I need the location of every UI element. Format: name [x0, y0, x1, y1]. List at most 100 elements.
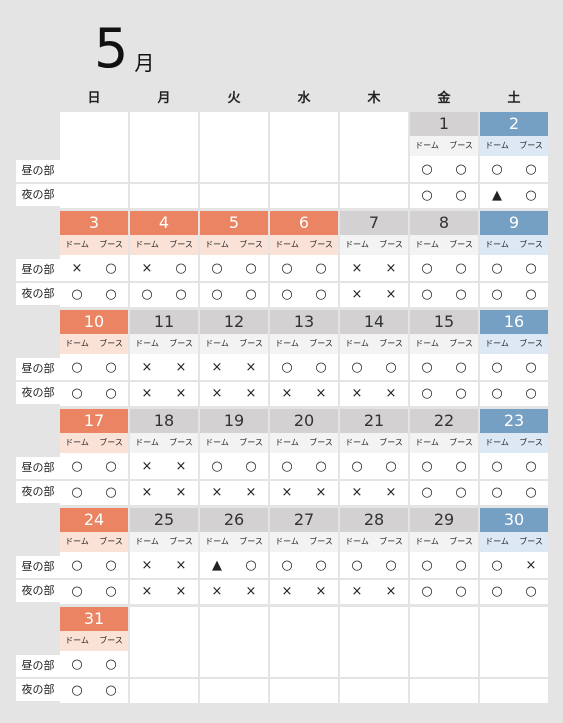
calendar-week: 昼の部 夜の部 10 ドーム ブース ○ ○ ○ ○ 11 ドーム ブース × × × × 12 ドーム ブース × ×… — [0, 310, 563, 406]
booth-night-status: ○ — [525, 188, 537, 203]
date-number: 13 — [270, 310, 338, 334]
calendar-day[interactable]: 30 ドーム ブース ○ × ○ ○ — [480, 508, 548, 604]
booth-label: ブース — [309, 537, 333, 546]
booth-night-status: ○ — [455, 188, 467, 203]
day-availability: ○ ○ — [480, 356, 548, 380]
booth-label: ブース — [309, 240, 333, 249]
night-availability: ○ ○ — [410, 382, 478, 406]
booth-label: ブース — [449, 240, 473, 249]
row-divider — [60, 578, 128, 580]
row-divider — [130, 677, 198, 679]
date-number: 5 — [200, 211, 268, 235]
dome-label: ドーム — [135, 438, 159, 447]
calendar-day[interactable]: 26 ドーム ブース ▲ ○ × × — [200, 508, 268, 604]
calendar-day[interactable]: 23 ドーム ブース ○ ○ ○ ○ — [480, 409, 548, 505]
row-divider — [60, 479, 128, 481]
venue-labels: ドーム ブース — [410, 532, 478, 552]
day-session-label: 昼の部 — [16, 259, 60, 281]
night-availability: × × — [200, 382, 268, 406]
calendar-day[interactable]: 31 ドーム ブース ○ ○ ○ ○ — [60, 607, 128, 703]
row-divider — [270, 281, 338, 283]
booth-label: ブース — [379, 240, 403, 249]
calendar-day[interactable]: 18 ドーム ブース × × × × — [130, 409, 198, 505]
month-title: 5 月 — [94, 22, 154, 76]
row-divider — [410, 479, 478, 481]
dome-day-status: ○ — [421, 360, 433, 375]
calendar-empty-cell — [200, 607, 268, 703]
row-divider — [340, 677, 408, 679]
night-availability: ○ ○ — [410, 481, 478, 505]
calendar-day[interactable]: 9 ドーム ブース ○ ○ ○ ○ — [480, 211, 548, 307]
calendar-day[interactable]: 19 ドーム ブース ○ ○ × × — [200, 409, 268, 505]
calendar-empty-cell — [340, 112, 408, 208]
calendar-day[interactable]: 5 ドーム ブース ○ ○ ○ ○ — [200, 211, 268, 307]
night-availability: × × — [270, 481, 338, 505]
calendar-day[interactable]: 2 ドーム ブース ○ ○ ▲ ○ — [480, 112, 548, 208]
calendar-day[interactable]: 1 ドーム ブース ○ ○ ○ ○ — [410, 112, 478, 208]
venue-labels: ドーム ブース — [340, 235, 408, 255]
weekday-tue: 火 — [227, 91, 241, 106]
date-number: 17 — [60, 409, 128, 433]
dome-night-status: ○ — [491, 584, 503, 599]
calendar-day[interactable]: 11 ドーム ブース × × × × — [130, 310, 198, 406]
calendar-day[interactable]: 16 ドーム ブース ○ ○ ○ ○ — [480, 310, 548, 406]
dome-label: ドーム — [135, 537, 159, 546]
calendar-day[interactable]: 27 ドーム ブース ○ ○ × × — [270, 508, 338, 604]
calendar-empty-cell — [60, 112, 128, 208]
venue-labels: ドーム ブース — [480, 334, 548, 354]
night-availability: ○ ○ — [480, 580, 548, 604]
calendar-day[interactable]: 14 ドーム ブース ○ ○ × × — [340, 310, 408, 406]
weekday-wed: 水 — [297, 91, 311, 106]
booth-day-status: ○ — [105, 558, 117, 573]
calendar-day[interactable]: 20 ドーム ブース ○ ○ × × — [270, 409, 338, 505]
date-number: 31 — [60, 607, 128, 631]
calendar-day[interactable]: 29 ドーム ブース ○ ○ ○ ○ — [410, 508, 478, 604]
calendar-day[interactable]: 15 ドーム ブース ○ ○ ○ ○ — [410, 310, 478, 406]
day-session-label: 昼の部 — [16, 556, 60, 578]
dome-label: ドーム — [415, 240, 439, 249]
day-availability: ○ ○ — [270, 554, 338, 578]
row-divider — [60, 677, 128, 679]
booth-day-status: ○ — [245, 459, 257, 474]
day-availability: × × — [130, 554, 198, 578]
booth-day-status: ○ — [315, 558, 327, 573]
calendar-day[interactable]: 24 ドーム ブース ○ ○ ○ ○ — [60, 508, 128, 604]
day-availability: ○ ○ — [410, 554, 478, 578]
night-availability: × × — [200, 580, 268, 604]
day-availability: ○ ○ — [270, 356, 338, 380]
dome-day-status: ○ — [491, 261, 503, 276]
calendar-day[interactable]: 7 ドーム ブース × × × × — [340, 211, 408, 307]
night-availability: × × — [340, 481, 408, 505]
calendar-day[interactable]: 3 ドーム ブース × ○ ○ ○ — [60, 211, 128, 307]
calendar-day[interactable]: 6 ドーム ブース ○ ○ ○ ○ — [270, 211, 338, 307]
booth-day-status: ○ — [385, 360, 397, 375]
booth-night-status: × — [245, 485, 257, 500]
booth-label: ブース — [449, 141, 473, 150]
row-divider — [130, 182, 198, 184]
calendar-day[interactable]: 13 ドーム ブース ○ ○ × × — [270, 310, 338, 406]
calendar-day[interactable]: 8 ドーム ブース ○ ○ ○ ○ — [410, 211, 478, 307]
venue-labels: ドーム ブース — [60, 433, 128, 453]
dome-day-status: ○ — [491, 459, 503, 474]
calendar-day[interactable]: 28 ドーム ブース ○ ○ × × — [340, 508, 408, 604]
booth-night-status: ○ — [105, 287, 117, 302]
day-availability: ○ ○ — [340, 356, 408, 380]
calendar-day[interactable]: 25 ドーム ブース × × × × — [130, 508, 198, 604]
calendar-day[interactable]: 22 ドーム ブース ○ ○ ○ ○ — [410, 409, 478, 505]
night-availability: × × — [270, 580, 338, 604]
dome-night-status: ○ — [421, 287, 433, 302]
calendar-day[interactable]: 12 ドーム ブース × × × × — [200, 310, 268, 406]
booth-label: ブース — [99, 636, 123, 645]
booth-day-status: ○ — [245, 558, 257, 573]
dome-night-status: ○ — [71, 386, 83, 401]
booth-label: ブース — [99, 339, 123, 348]
booth-label: ブース — [449, 537, 473, 546]
calendar-day[interactable]: 4 ドーム ブース × ○ ○ ○ — [130, 211, 198, 307]
booth-label: ブース — [519, 141, 543, 150]
day-availability: ○ × — [480, 554, 548, 578]
calendar-day[interactable]: 10 ドーム ブース ○ ○ ○ ○ — [60, 310, 128, 406]
booth-label: ブース — [169, 537, 193, 546]
calendar-day[interactable]: 17 ドーム ブース ○ ○ ○ ○ — [60, 409, 128, 505]
calendar-day[interactable]: 21 ドーム ブース ○ ○ × × — [340, 409, 408, 505]
dome-label: ドーム — [345, 339, 369, 348]
